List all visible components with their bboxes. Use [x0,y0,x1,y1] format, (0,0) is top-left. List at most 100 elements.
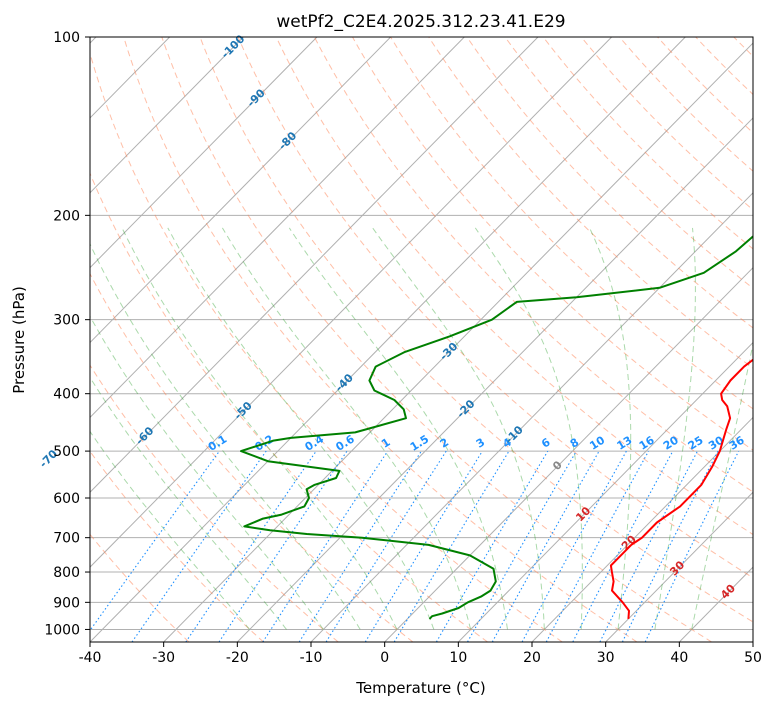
isotherm-line [457,341,753,642]
dry-adiabat [90,172,488,642]
mixing-ratio-label: 10 [587,433,607,452]
isotherm-line [90,37,539,493]
x-tick-label: 40 [670,650,688,666]
moist-adiabat [288,227,508,630]
isotherm-line [605,491,753,642]
isotherm-line [310,192,753,642]
mixing-ratio-line [521,450,627,642]
moist-adiabat [654,227,696,630]
mixing-ratio-line [599,450,698,642]
moist-adiabat [167,227,435,630]
isotherm-line [163,42,753,642]
mixing-ratio-label: 3 [474,436,487,451]
dry-adiabat [428,37,753,369]
dry-adiabat [466,37,753,329]
x-tick-label: -40 [79,650,102,666]
mixing-ratio-label: 1 [379,436,392,451]
dry-adiabat [504,37,753,289]
isotherm-line [90,37,465,419]
dry-adiabat [695,37,753,96]
dry-adiabat [352,37,753,451]
dry-adiabat [90,272,414,642]
y-tick-label: 400 [53,387,80,403]
dry-adiabat [390,37,753,410]
mixing-ratio-line [644,450,740,642]
mixing-ratio-line [393,450,510,642]
x-tick-label: -20 [226,650,249,666]
isotherm-line [752,641,753,642]
mixing-ratio-line [298,450,422,642]
x-tick-label: 0 [380,650,389,666]
mixing-ratio-line [621,450,719,642]
x-tick-label: -10 [300,650,323,666]
y-tick-label: 500 [53,444,80,460]
y-tick-label: 100 [53,30,80,46]
x-axis: -40 -30 -20 -10 0 10 20 30 40 50 [79,642,762,666]
moist-adiabat [221,227,472,630]
y-axis-label: Pressure (hPa) [10,286,28,394]
moist-adiabat [691,341,753,630]
plot-frame [89,36,754,643]
moist-adiabat [589,227,632,630]
mixing-ratio-line [572,450,674,642]
x-tick-label: 50 [744,650,762,666]
isotherm-line [531,416,753,642]
dry-adiabat [90,450,264,642]
x-tick-label: 10 [449,650,467,666]
chart-title: wetPf2_C2E4.2025.312.23.41.E29 [276,12,565,32]
mixing-ratio-line [185,450,317,642]
isotherm-line [236,117,753,642]
dry-adiabat [275,37,753,536]
isotherm-line [90,37,686,642]
mixing-ratio-line [218,450,348,642]
dry-adiabat [733,37,753,57]
isotherm-line [90,37,244,194]
mixing-ratio-labels: 0.1 0.2 0.4 0.6 1 1.5 2 3 4 6 8 10 13 16 20 25 30 36 [206,432,747,454]
y-tick-label: 300 [53,313,80,329]
mixing-ratio-line [90,450,220,632]
y-tick-label: 1000 [44,622,80,638]
mixing-ratio-line [364,450,483,642]
mixing-ratio-line [545,450,650,642]
mixing-ratio-label: 16 [637,433,657,452]
dry-adiabat [90,533,190,642]
dry-adiabat [237,37,753,579]
temperature-profile [609,358,753,619]
isotherm-line [90,37,318,269]
dry-adiabat [161,37,712,642]
moist-adiabat [121,227,398,630]
mixing-ratio-line [491,450,600,642]
x-tick-label: 30 [597,650,615,666]
dry-adiabat [90,51,563,642]
y-tick-label: 900 [53,595,80,611]
y-tick-label: 800 [53,565,80,581]
x-tick-label: -30 [152,650,175,666]
dry-adiabat [542,37,753,250]
y-axis: 1000 900 800 700 600 500 400 300 200 100 [44,30,90,638]
isotherm-line [90,37,392,344]
mixing-ratio-label: 20 [661,433,681,452]
moist-adiabat [372,227,545,630]
mixing-ratio-label: 0.6 [333,432,357,454]
mixing-ratio-line [325,450,447,642]
dewpoint-profile [240,235,753,620]
y-tick-label: 700 [53,531,80,547]
dry-adiabat [580,37,753,211]
x-axis-label: Temperature (°C) [355,679,485,697]
mixing-ratio-label: 6 [539,435,553,450]
mixing-ratio-line [131,450,267,642]
x-tick-label: 20 [523,650,541,666]
moist-adiabat [474,227,583,630]
isotherm-line [384,266,753,642]
dry-adiabat [657,37,753,134]
y-tick-label: 600 [53,491,80,507]
dry-adiabat [619,37,753,172]
y-tick-label: 200 [53,208,80,224]
background-lines [90,37,753,642]
profiles [240,235,753,620]
isotherm-line [90,37,613,568]
moist-adiabat [90,430,251,630]
mixing-ratio-label: 25 [686,434,706,453]
